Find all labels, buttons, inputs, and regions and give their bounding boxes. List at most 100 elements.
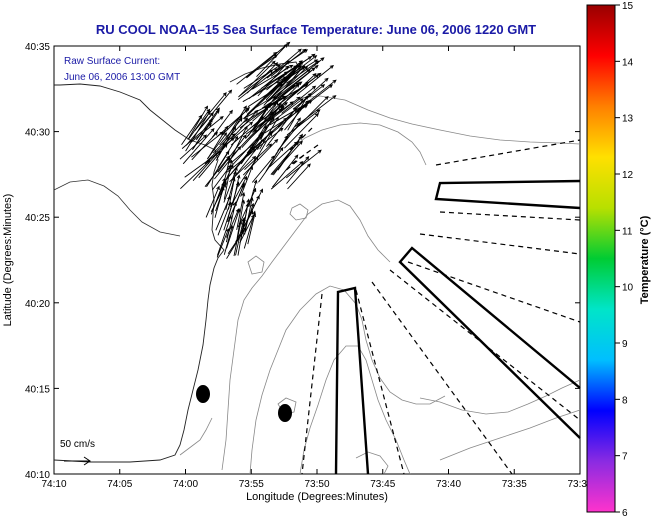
- colorbar-tick-label: 10: [622, 283, 634, 294]
- current-vector: [240, 165, 254, 197]
- current-vector: [179, 134, 208, 160]
- current-vector: [271, 140, 303, 176]
- current-vector: [188, 108, 211, 139]
- current-vector: [251, 155, 275, 183]
- current-vector: [281, 85, 317, 114]
- colorbar-tick-label: 14: [622, 57, 634, 68]
- current-vector: [237, 187, 257, 228]
- current-vector: [192, 109, 220, 149]
- current-vector: [192, 143, 227, 181]
- x-tick-label: 73:50: [304, 479, 329, 490]
- coastline: [53, 83, 225, 463]
- current-vector: [236, 191, 246, 230]
- current-vector: [243, 210, 256, 249]
- current-vector: [275, 117, 301, 156]
- current-vector: [287, 95, 308, 131]
- current-vector: [263, 49, 309, 80]
- current-vector: [240, 130, 274, 162]
- current-vector: [287, 163, 311, 190]
- y-tick-label: 40:30: [25, 128, 50, 139]
- current-vector: [246, 62, 279, 94]
- current-vector: [272, 154, 299, 188]
- current-label: Raw Surface Current:: [64, 56, 160, 67]
- x-tick-label: 73:30: [567, 479, 592, 490]
- current-vector: [266, 107, 298, 147]
- y-tick-label: 40:35: [25, 42, 50, 53]
- current-vector: [277, 64, 319, 99]
- current-vector: [205, 185, 220, 218]
- current-vector: [206, 150, 230, 188]
- colorbar-tick-label: 12: [622, 170, 634, 181]
- surface-current-vectors: [179, 41, 337, 259]
- current-vector: [241, 110, 275, 149]
- current-vector: [217, 108, 249, 137]
- x-tick-label: 73:55: [239, 479, 264, 490]
- current-vector: [249, 105, 285, 140]
- current-vector: [258, 146, 284, 183]
- colorbar-tick-label: 11: [622, 226, 633, 237]
- current-vector: [242, 138, 279, 176]
- x-tick-label: 74:05: [107, 479, 132, 490]
- colorbar: [586, 4, 616, 513]
- y-tick-label: 40:15: [25, 384, 50, 395]
- reference-boxes: [334, 179, 581, 475]
- colorbar-tick-label: 8: [622, 395, 628, 406]
- radial-dashed-lines: [283, 127, 581, 475]
- current-vector: [252, 77, 286, 111]
- current-vector: [243, 95, 287, 120]
- y-tick-label: 40:10: [25, 470, 50, 481]
- y-tick-label: 40:20: [25, 299, 50, 310]
- scale-label: 50 cm/s: [60, 439, 95, 450]
- current-vector: [225, 177, 236, 211]
- current-vector: [261, 65, 298, 89]
- current-vector: [288, 57, 325, 87]
- current-vector: [236, 51, 278, 85]
- current-vector: [230, 109, 259, 140]
- current-vector: [226, 208, 241, 249]
- current-vector: [206, 132, 228, 160]
- current-vector: [268, 64, 302, 101]
- current-vector: [256, 43, 288, 78]
- current-vector: [260, 101, 282, 140]
- x-tick-label: 73:45: [370, 479, 395, 490]
- current-vector: [232, 174, 241, 205]
- x-tick-label: 74:00: [173, 479, 198, 490]
- colorbar-tick-label: 15: [622, 1, 634, 12]
- current-timestamp: June 06, 2006 13:00 GMT: [64, 72, 180, 83]
- scale-arrow: [64, 456, 91, 466]
- current-vector: [251, 64, 294, 90]
- station-marker: [278, 404, 292, 422]
- colorbar-tick-label: 9: [622, 339, 628, 350]
- current-vector: [211, 109, 233, 138]
- y-axis-ticks: 40:10 40:15 40:20 40:25 40:30 40:35: [25, 42, 580, 481]
- reference-box-south: [334, 286, 370, 475]
- current-vector: [296, 64, 334, 95]
- y-axis-label: Latitude (Degrees:Minutes): [2, 194, 14, 327]
- current-vector: [206, 133, 236, 162]
- colorbar-tick-label: 6: [622, 508, 628, 519]
- station-marker: [196, 385, 210, 403]
- current-vector: [277, 133, 303, 171]
- current-vector: [292, 84, 326, 110]
- current-vector: [220, 157, 231, 197]
- current-vector: [284, 112, 319, 149]
- current-vector: [248, 179, 258, 207]
- current-vector: [229, 155, 257, 183]
- reference-box-east: [434, 179, 581, 210]
- shoreline-cape: [53, 179, 181, 237]
- current-vector: [244, 197, 254, 235]
- current-vector: [194, 92, 227, 132]
- current-vector: [236, 199, 246, 239]
- current-vector: [216, 214, 232, 256]
- y-tick-label: 40:25: [25, 213, 50, 224]
- current-vector: [238, 60, 276, 98]
- current-vector: [286, 109, 321, 136]
- current-vector: [219, 117, 243, 146]
- reference-box-southeast: [398, 246, 581, 439]
- current-vector: [286, 149, 322, 179]
- current-vector: [286, 74, 320, 101]
- current-vector: [252, 71, 289, 97]
- current-vector: [190, 115, 224, 144]
- current-vector: [223, 121, 254, 147]
